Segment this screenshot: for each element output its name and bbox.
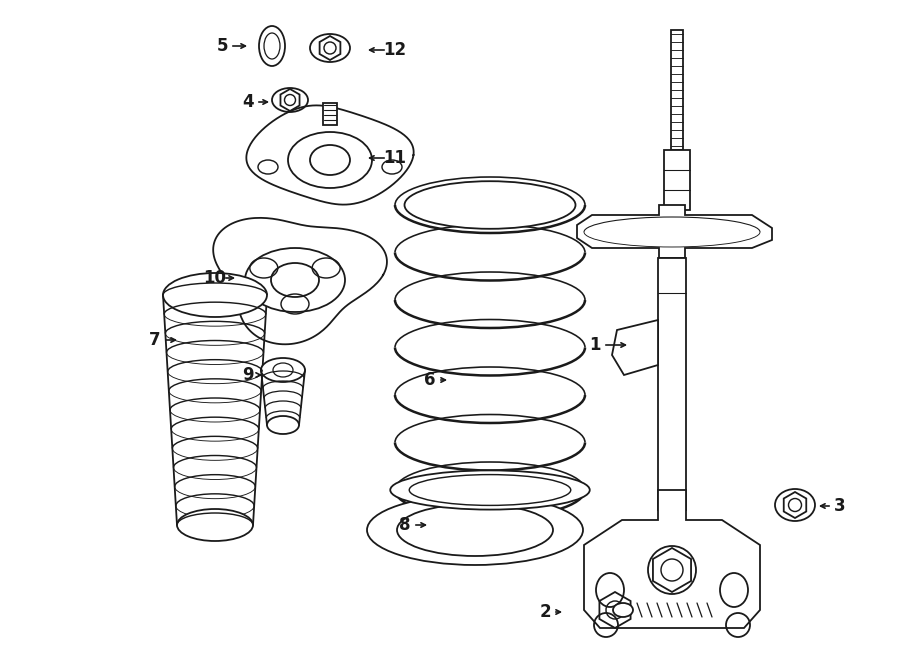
Ellipse shape xyxy=(397,504,553,556)
Polygon shape xyxy=(247,105,414,205)
Polygon shape xyxy=(599,592,631,628)
Polygon shape xyxy=(784,492,806,518)
Ellipse shape xyxy=(310,34,350,62)
Text: 1: 1 xyxy=(590,336,601,354)
Ellipse shape xyxy=(391,471,590,510)
Text: 12: 12 xyxy=(383,41,407,59)
Text: 11: 11 xyxy=(383,149,407,167)
Bar xyxy=(664,150,690,210)
Polygon shape xyxy=(652,548,691,592)
Ellipse shape xyxy=(410,475,571,506)
Ellipse shape xyxy=(775,489,815,521)
Ellipse shape xyxy=(271,263,319,297)
Ellipse shape xyxy=(258,160,278,174)
Ellipse shape xyxy=(404,181,575,229)
Text: 5: 5 xyxy=(216,37,228,55)
Text: 4: 4 xyxy=(242,93,254,111)
Ellipse shape xyxy=(264,33,280,59)
Ellipse shape xyxy=(245,248,345,312)
Ellipse shape xyxy=(273,363,293,377)
Bar xyxy=(323,103,337,125)
Text: 3: 3 xyxy=(834,497,846,515)
Bar xyxy=(671,30,683,150)
Ellipse shape xyxy=(367,495,583,565)
Ellipse shape xyxy=(163,273,267,317)
Ellipse shape xyxy=(267,416,299,434)
Ellipse shape xyxy=(261,358,305,382)
Bar xyxy=(658,258,686,510)
Text: 7: 7 xyxy=(149,331,161,349)
Ellipse shape xyxy=(288,132,372,188)
Text: 2: 2 xyxy=(539,603,551,621)
Text: 8: 8 xyxy=(400,516,410,534)
Polygon shape xyxy=(584,490,760,628)
Polygon shape xyxy=(612,320,658,375)
Text: 9: 9 xyxy=(242,366,254,384)
Ellipse shape xyxy=(613,603,633,617)
Ellipse shape xyxy=(310,145,350,175)
Ellipse shape xyxy=(259,26,285,66)
Ellipse shape xyxy=(177,509,253,541)
Polygon shape xyxy=(320,36,340,60)
Ellipse shape xyxy=(385,520,565,564)
Ellipse shape xyxy=(382,160,402,174)
Polygon shape xyxy=(577,205,772,258)
Ellipse shape xyxy=(272,88,308,112)
Polygon shape xyxy=(281,89,300,111)
Text: 10: 10 xyxy=(203,269,227,287)
Text: 6: 6 xyxy=(424,371,436,389)
Polygon shape xyxy=(213,218,387,344)
